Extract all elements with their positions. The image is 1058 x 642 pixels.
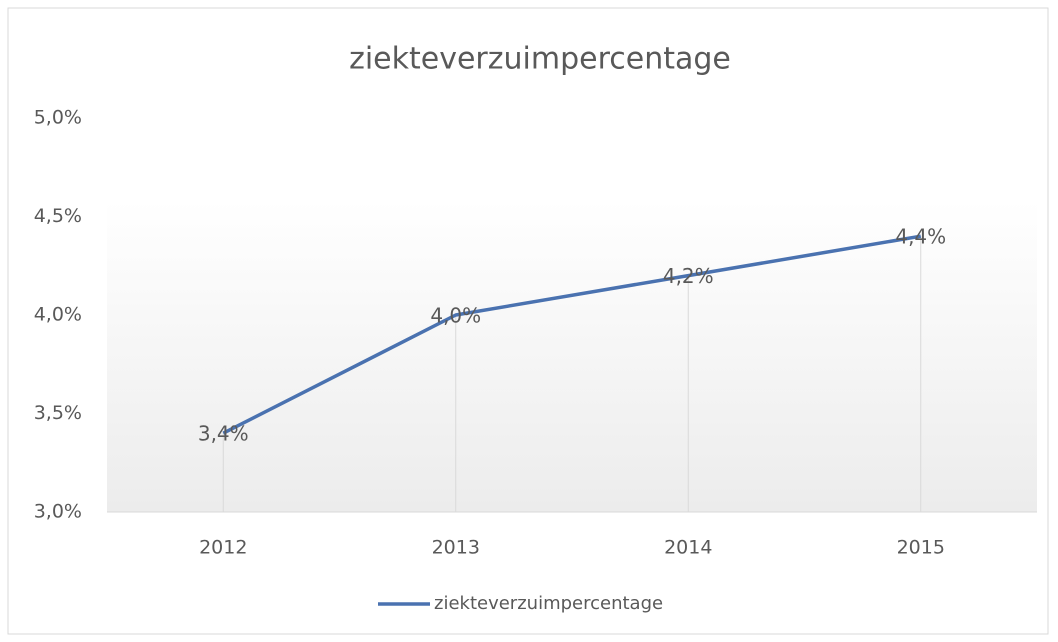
y-tick-label: 4,0% [34, 304, 82, 326]
y-tick-label: 3,0% [34, 501, 82, 523]
x-tick-label: 2015 [897, 537, 945, 559]
x-tick-label: 2012 [199, 537, 247, 559]
line [222, 234, 922, 435]
data-label: 4,2% [663, 264, 714, 288]
data-label: 3,4% [198, 422, 249, 446]
data-label: 4,0% [430, 304, 481, 328]
legend-label: ziekteverzuimpercentage [434, 593, 663, 614]
y-tick-label: 5,0% [34, 107, 82, 129]
y-tick-label: 3,5% [34, 402, 82, 424]
y-tick-label: 4,5% [34, 205, 82, 227]
chart-title: ziekteverzuimpercentage [349, 42, 731, 77]
x-tick-label: 2013 [432, 537, 480, 559]
x-tick-label: 2014 [664, 537, 712, 559]
plot-background [107, 200, 1037, 512]
data-label: 4,4% [895, 225, 946, 249]
